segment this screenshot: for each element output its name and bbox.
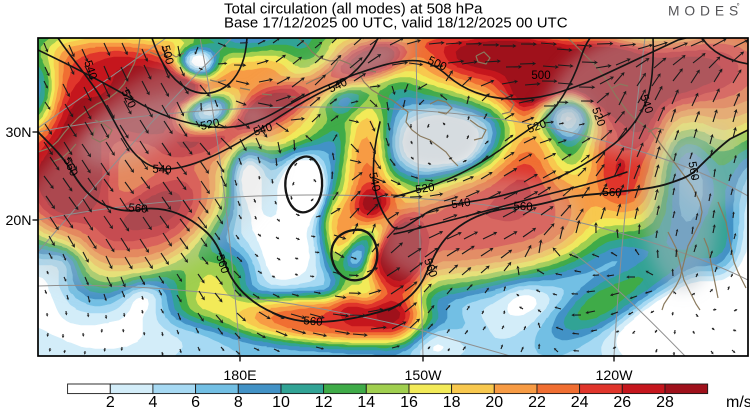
svg-text:20N: 20N xyxy=(5,213,31,229)
svg-text:120W: 120W xyxy=(595,368,633,384)
svg-text:18: 18 xyxy=(443,394,461,408)
svg-text:540: 540 xyxy=(366,171,382,192)
svg-text:24: 24 xyxy=(571,394,589,408)
svg-text:22: 22 xyxy=(528,394,546,408)
svg-text:m/s: m/s xyxy=(726,394,750,408)
svg-text:560: 560 xyxy=(128,202,148,216)
svg-text:560: 560 xyxy=(213,253,230,275)
svg-text:2: 2 xyxy=(106,394,115,408)
svg-text:28: 28 xyxy=(656,394,674,408)
svg-text:560: 560 xyxy=(685,161,700,182)
svg-text:500: 500 xyxy=(531,70,550,82)
svg-text:560: 560 xyxy=(602,187,622,200)
svg-text:520: 520 xyxy=(199,117,220,133)
svg-text:14: 14 xyxy=(357,394,375,408)
svg-text:MODES: MODES xyxy=(668,4,743,19)
svg-text:500: 500 xyxy=(159,44,176,66)
svg-text:30N: 30N xyxy=(5,125,31,141)
svg-text:Total circulation (all modes): Total circulation (all modes) at 508 hPa xyxy=(224,1,483,18)
svg-text:560: 560 xyxy=(513,201,533,214)
svg-text:26: 26 xyxy=(613,394,631,408)
svg-text:150W: 150W xyxy=(404,368,442,384)
svg-text:Base 17/12/2025 00 UTC, valid: Base 17/12/2025 00 UTC, valid 18/12/2025… xyxy=(224,15,568,32)
svg-text:540: 540 xyxy=(637,93,654,115)
svg-text:180E: 180E xyxy=(223,368,256,384)
svg-text:560: 560 xyxy=(303,315,323,329)
svg-text:°: ° xyxy=(737,2,740,11)
svg-text:4: 4 xyxy=(148,394,157,408)
svg-text:540: 540 xyxy=(252,121,274,138)
svg-text:16: 16 xyxy=(400,394,418,408)
svg-text:10: 10 xyxy=(272,394,290,408)
svg-text:540: 540 xyxy=(152,164,172,177)
svg-text:540: 540 xyxy=(451,197,472,212)
svg-text:12: 12 xyxy=(315,394,333,408)
svg-text:520: 520 xyxy=(415,182,436,197)
svg-text:20: 20 xyxy=(485,394,503,408)
svg-text:6: 6 xyxy=(191,394,200,408)
svg-text:8: 8 xyxy=(234,394,243,408)
svg-text:540: 540 xyxy=(81,59,98,81)
